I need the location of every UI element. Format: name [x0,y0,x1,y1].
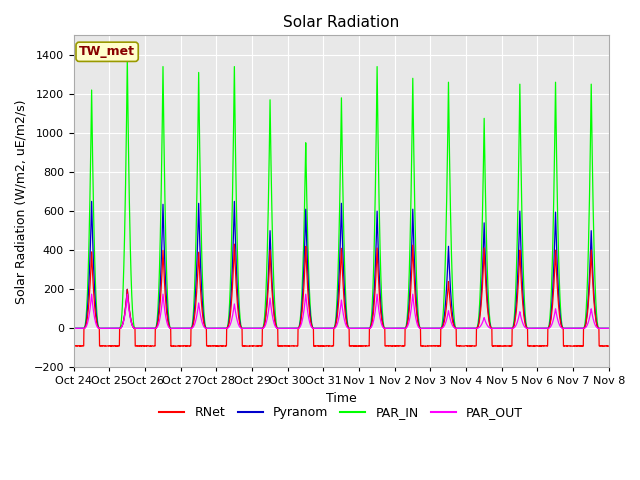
PAR_OUT [369,322,376,328]
Line: RNet: RNet [74,244,609,346]
PAR_OUT [220,325,227,331]
Pyranom [88,199,95,204]
Pyranom [573,325,580,331]
Pyranom [605,325,612,331]
RNet [573,343,580,349]
PAR_IN [124,56,131,61]
Title: Solar Radiation: Solar Radiation [283,15,399,30]
Text: TW_met: TW_met [79,45,135,58]
Pyranom [497,325,504,331]
RNet [219,343,227,348]
PAR_OUT [88,291,95,297]
Pyranom [70,325,77,331]
PAR_IN [558,321,566,326]
RNet [369,317,376,323]
PAR_IN [70,325,77,331]
PAR_IN [605,325,612,331]
Line: PAR_IN: PAR_IN [74,59,609,328]
PAR_OUT [573,325,580,331]
RNet [230,241,238,247]
RNet [579,343,587,349]
Pyranom [357,325,365,331]
PAR_OUT [605,325,612,331]
Pyranom [558,323,566,329]
PAR_IN [573,325,580,331]
RNet [357,343,365,349]
Pyranom [220,325,227,331]
PAR_IN [220,325,227,331]
X-axis label: Time: Time [326,392,356,405]
Line: PAR_OUT: PAR_OUT [74,294,609,328]
PAR_IN [369,299,376,305]
RNet [605,343,612,349]
Pyranom [369,313,376,319]
PAR_IN [357,325,365,331]
PAR_OUT [357,325,365,331]
Line: Pyranom: Pyranom [74,202,609,328]
PAR_IN [497,325,504,331]
RNet [70,343,77,349]
PAR_OUT [558,325,566,331]
Y-axis label: Solar Radiation (W/m2, uE/m2/s): Solar Radiation (W/m2, uE/m2/s) [15,99,28,304]
RNet [497,343,504,349]
PAR_OUT [497,325,504,331]
PAR_OUT [70,325,77,331]
Legend: RNet, Pyranom, PAR_IN, PAR_OUT: RNet, Pyranom, PAR_IN, PAR_OUT [154,401,528,424]
RNet [558,324,566,330]
